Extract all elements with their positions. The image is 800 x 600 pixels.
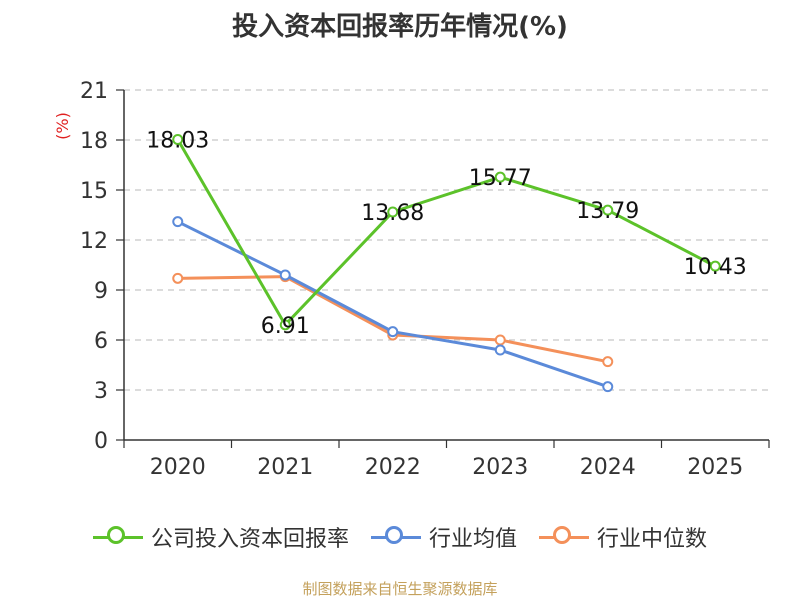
data-label: 13.68 xyxy=(361,201,424,226)
x-tick-label: 2025 xyxy=(687,455,743,480)
data-point xyxy=(172,134,184,145)
legend-marker-industry-median xyxy=(539,525,589,549)
data-point xyxy=(494,344,506,356)
y-tick-label: 15 xyxy=(80,179,108,204)
data-label: 13.79 xyxy=(576,199,639,224)
y-tick-label: 18 xyxy=(80,129,108,154)
data-point xyxy=(602,204,614,216)
legend-label-company-roic: 公司投入资本回报率 xyxy=(150,527,349,552)
series-line-1 xyxy=(177,220,609,389)
data-point xyxy=(279,269,291,281)
data-point xyxy=(387,326,399,338)
data-label: 18.03 xyxy=(146,129,209,154)
legend-item-company-roic[interactable]: 公司投入资本回报率 xyxy=(92,521,349,553)
data-label: 15.77 xyxy=(469,166,532,191)
y-tick-label: 0 xyxy=(94,429,108,454)
x-tick-label: 2021 xyxy=(257,455,313,480)
x-tick-label: 2020 xyxy=(150,455,206,480)
x-tick-label: 2024 xyxy=(580,455,636,480)
data-point xyxy=(494,171,506,183)
legend-label-industry-median: 行业中位数 xyxy=(597,527,708,552)
y-tick-label: 3 xyxy=(94,379,108,404)
legend-label-industry-mean: 行业均值 xyxy=(428,527,517,552)
y-axis-unit-label: (%) xyxy=(53,112,72,140)
y-tick-label: 9 xyxy=(94,279,108,304)
data-point xyxy=(279,319,291,331)
y-tick-label: 6 xyxy=(94,329,108,354)
legend-item-industry-mean[interactable]: 行业均值 xyxy=(370,521,517,553)
data-label: 6.91 xyxy=(261,314,310,339)
legend-marker-industry-mean xyxy=(370,525,421,549)
data-point xyxy=(602,381,614,393)
y-tick-label: 21 xyxy=(80,79,108,104)
data-label: 10.43 xyxy=(684,255,747,280)
data-point xyxy=(387,206,399,218)
data-point xyxy=(172,272,184,284)
y-tick-label: 12 xyxy=(80,229,108,254)
series-line-0 xyxy=(176,138,716,327)
x-tick-label: 2022 xyxy=(365,455,421,480)
data-point xyxy=(494,334,506,346)
data-point xyxy=(602,356,614,368)
data-point xyxy=(709,260,721,272)
chart-title: 投入资本回报率历年情况(%) xyxy=(232,12,568,42)
source-note: 制图数据来自恒生聚源数据库 xyxy=(302,580,498,598)
legend: 公司投入资本回报率 行业均值 行业中位数 xyxy=(0,520,800,554)
x-tick-label: 2023 xyxy=(472,455,528,480)
legend-marker-company-roic xyxy=(92,525,143,549)
data-point xyxy=(172,216,184,228)
legend-item-industry-median[interactable]: 行业中位数 xyxy=(539,521,707,553)
